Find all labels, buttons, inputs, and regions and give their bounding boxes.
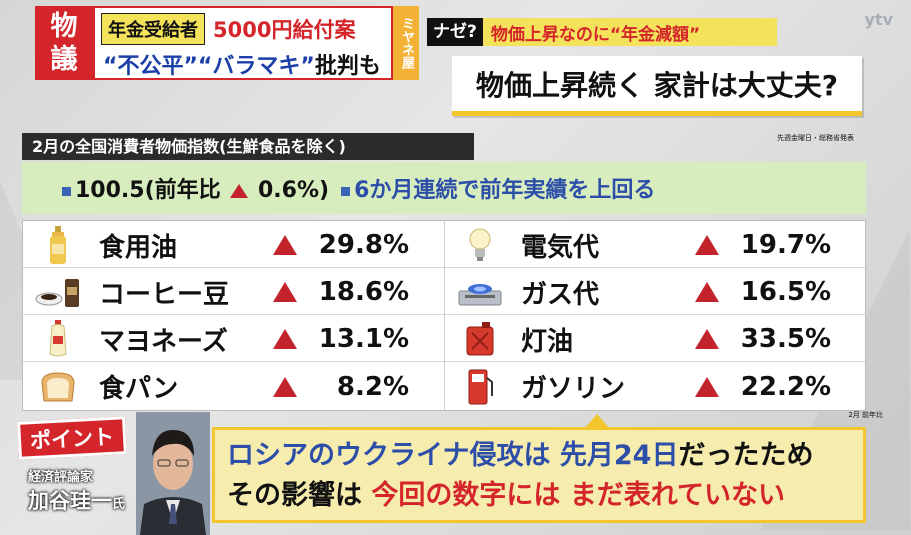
up-arrow-icon [230,184,249,198]
item-name: コーヒー豆 [99,279,230,310]
item-value: 19.7% [740,230,831,260]
up-arrow-icon [273,282,297,302]
item-value: 22.2% [740,371,831,402]
why-banner: ナゼ? 物価上昇なのに“年金減額” [427,18,777,46]
topic-header: 年金受給者 5000円給付案 “不公平”“バラマキ”批判も [93,6,393,80]
table-row: 電気代 19.7% [445,223,865,268]
subtitle-part: “不公平” [103,54,198,79]
show-name-tab: ミヤネ屋 [393,6,419,80]
point-tag: ポイント [17,416,127,460]
up-arrow-icon [695,282,719,302]
quote-part: 今回の数字には まだ表れていない [371,480,785,511]
quote-part: 先月24日 [559,440,679,471]
logo-char: 物 [50,11,78,42]
oil-bottle-icon [35,225,81,265]
summary-index: 100.5(前年比 0.6%) [62,172,329,204]
bullet-icon [341,186,351,196]
topic-tag: 年金受給者 [101,13,205,45]
topic-title: 5000円給付案 [213,18,356,42]
bullet-icon [62,186,71,196]
table-row: 食パン 8.2% [23,364,444,409]
commentator-photo [136,412,210,535]
table-row: 灯油 33.5% [445,317,865,362]
quote-part: ロシアのウクライナ侵攻は [227,440,551,471]
mayonnaise-icon [35,319,81,359]
item-name: マヨネーズ [99,326,228,357]
summary-trend: 6か月連続で前年実績を上回る [341,172,655,204]
name-text: 加谷珪一 [28,489,112,513]
source-note: 先週金曜日・総務省発表 [777,134,854,142]
item-name: ガソリン [521,374,626,404]
channel-watermark: ytv [864,10,893,29]
summary-value: 100.5(前年比 [75,178,221,203]
table-row: コーヒー豆 18.6% [23,270,444,315]
up-arrow-icon [695,376,719,397]
commentator-role: 経済評論家 [28,470,94,485]
summary-note: 6か月連続で前年実績を上回る [354,178,656,203]
coffee-icon [35,272,81,312]
program-logo: 物 議 [35,6,93,80]
item-value: 8.2% [336,371,409,402]
item-value: 29.8% [318,230,409,260]
gas-stove-icon [457,272,503,312]
up-arrow-icon [273,329,297,349]
bread-icon [35,367,81,407]
kerosene-can-icon [457,319,503,359]
lightbulb-icon [457,225,503,265]
topic-subtitle: “不公平”“バラマキ”批判も [103,48,381,80]
up-arrow-icon [695,235,719,255]
item-name: 食パン [99,374,179,404]
up-arrow-icon [273,376,297,397]
item-name: 電気代 [521,232,600,263]
name-suffix: 氏 [112,497,126,512]
table-row: ガソリン 22.2% [445,364,865,409]
logo-char: 議 [50,44,78,75]
quote-line-1: ロシアのウクライナ侵攻は 先月24日だったため [227,436,851,476]
summary-change: 0.6%) [258,178,330,203]
item-name: 食用油 [99,232,178,263]
main-question: 物価上昇続く 家計は大丈夫? [452,56,862,116]
quote-line-2: その影響は 今回の数字には まだ表れていない [227,476,851,516]
commentator-label: 経済評論家 加谷珪一氏 [28,466,128,515]
item-value: 18.6% [318,277,409,307]
subtitle-part: 批判も [314,54,381,79]
quote-part: だったため [678,440,814,471]
quote-box: ロシアのウクライナ侵攻は 先月24日だったため その影響は 今回の数字には まだ… [212,414,866,523]
table-row: 食用油 29.8% [23,223,444,268]
item-name: ガス代 [521,279,600,310]
up-arrow-icon [273,235,297,255]
table-divider [444,221,445,410]
why-tag: ナゼ? [427,18,483,46]
summary-bar: 100.5(前年比 0.6%) 6か月連続で前年実績を上回る [22,162,866,214]
item-value: 13.1% [318,324,409,354]
table-row: マヨネーズ 13.1% [23,317,444,362]
why-text: 物価上昇なのに“年金減額” [490,24,701,45]
item-value: 16.5% [740,277,831,307]
panel-title: 2月の全国消費者物価指数(生鮮食品を除く) [22,133,474,160]
table-row: ガス代 16.5% [445,270,865,315]
commentator-name: 加谷珪一氏 [28,485,128,515]
price-table: 食用油 29.8% コーヒー豆 18.6% マヨネーズ 13.1% 食パン 8.… [22,220,866,411]
up-arrow-icon [695,329,719,349]
item-name: 灯油 [521,326,574,357]
subtitle-part: “バラマキ” [197,54,315,79]
table-note: 2月 前年比 [848,411,883,419]
quote-part: その影響は [227,480,362,511]
item-value: 33.5% [740,324,831,354]
gas-pump-icon [457,367,503,407]
